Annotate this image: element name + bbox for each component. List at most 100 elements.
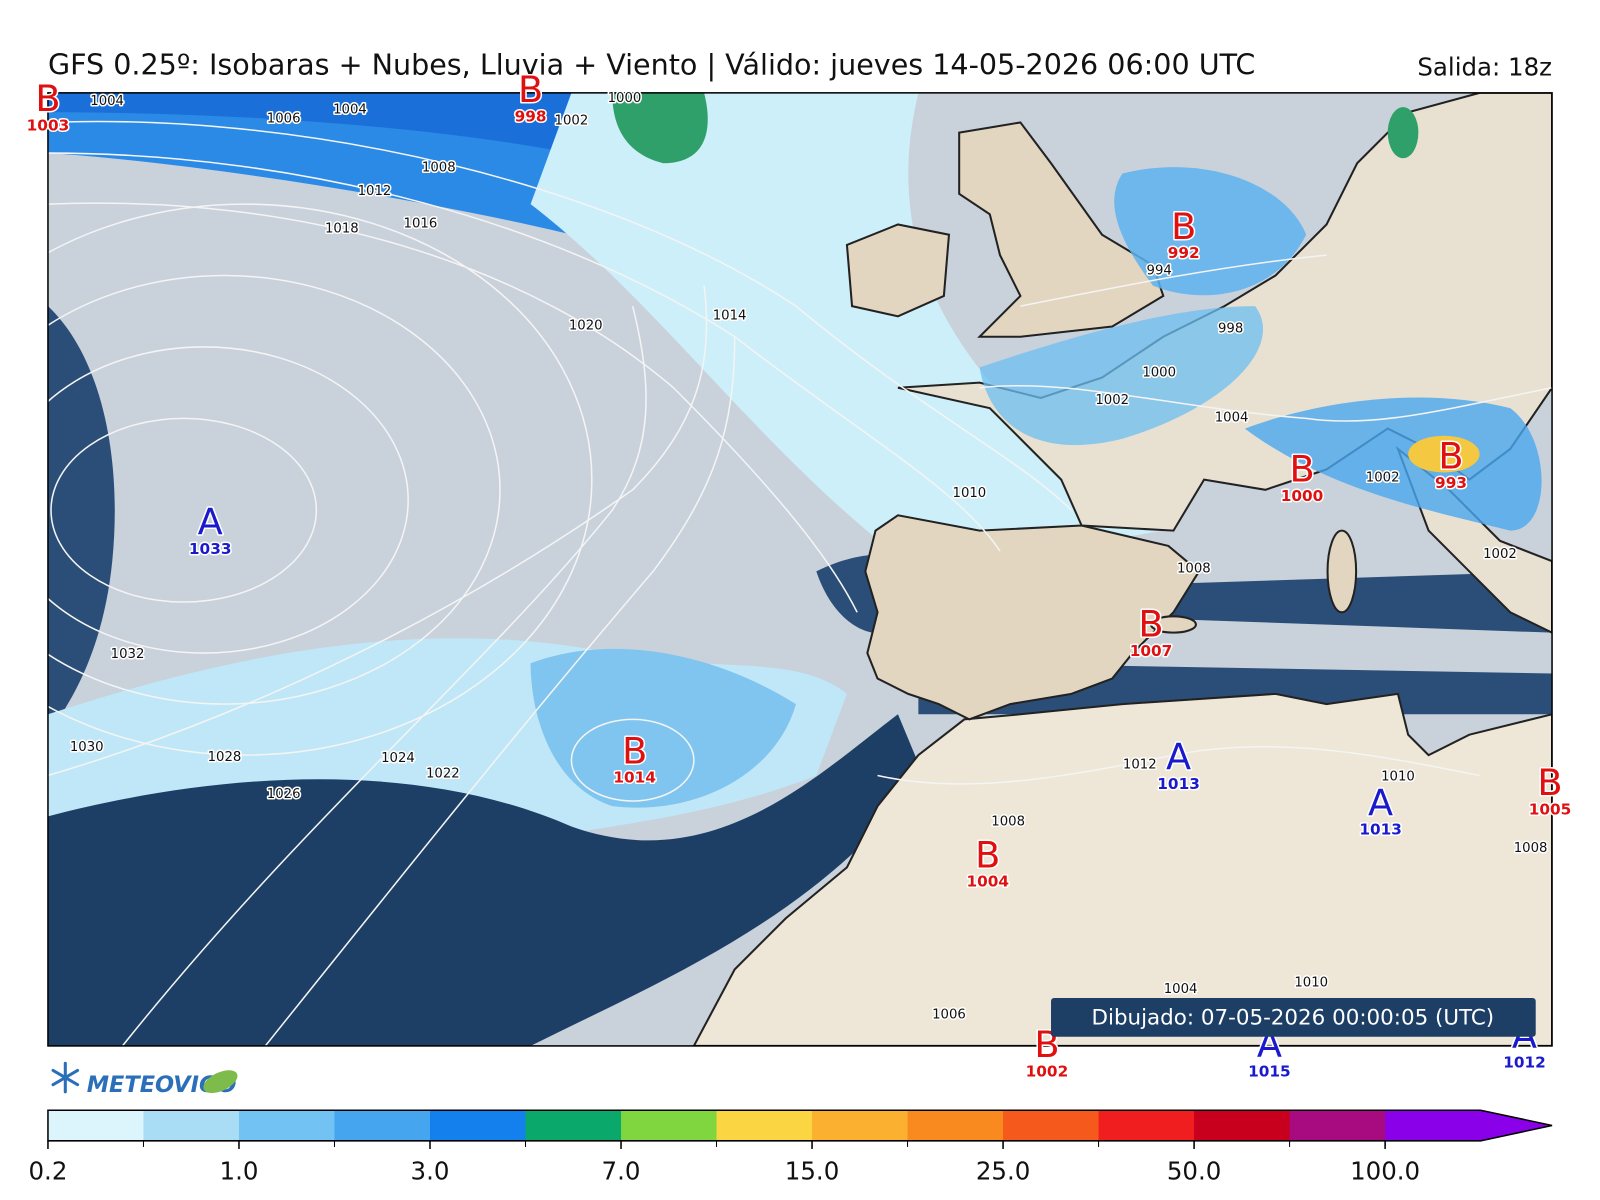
colorbar-swatch [1003,1110,1100,1141]
rain-cell [979,306,1264,446]
cloud-patch [47,306,115,735]
isobar [570,718,695,802]
center-symbol: A [198,501,223,544]
center-value: 992 [1168,244,1200,262]
center-symbol: B [35,77,60,120]
center-symbol: B [518,68,543,111]
isobar-label: 1004 [333,102,367,117]
isobar-label: 1016 [404,217,438,232]
great-britain [958,121,1165,338]
map-frame [47,92,1553,1047]
colorbar-tick-label: 1.0 [220,1157,259,1186]
center-value: 1007 [1130,642,1173,660]
center-symbol: A [1166,735,1191,778]
isobar [979,384,1553,422]
colorbar-tick-label: 0.2 [28,1157,67,1186]
isobar-label: 1028 [208,750,242,765]
colorbar-outline [47,1109,1553,1142]
colorbar-tick-label: 50.0 [1167,1157,1221,1186]
colorbar-tick-label: 25.0 [976,1157,1030,1186]
rain-cell [1387,107,1419,159]
isobar-label: 1004 [1164,982,1198,997]
center-symbol: B [1138,603,1163,646]
isobar-label: 1008 [422,160,456,175]
ireland [845,223,951,318]
colorbar-swatch [1385,1110,1482,1141]
isobar-label: 1002 [555,113,589,128]
center-value: 998 [515,107,547,125]
isobar [47,203,593,756]
colorbar-swatch [812,1110,909,1141]
isobar [47,274,501,705]
title: GFS 0.25º: Isobaras + Nubes, Lluvia + Vi… [48,47,1255,81]
isobar [50,417,318,603]
rain-cell [612,92,708,164]
run-label: Salida: 18z [1417,53,1552,82]
isobar [47,202,858,613]
isobar-label: 1002 [1483,547,1517,562]
isobar-label: 1010 [1381,770,1415,785]
center-value: 1013 [1359,821,1402,839]
center-value: 1002 [1026,1063,1069,1081]
center-value: 1012 [1503,1053,1546,1071]
center-symbol: B [975,833,1000,876]
isobar-label: 1002 [1095,393,1129,408]
isobar-label: 1002 [1366,471,1400,486]
colorbar-swatch [907,1110,1004,1141]
cloud-band [47,714,924,1046]
colorbar-tick-label: 15.0 [785,1157,839,1186]
isobar-label: 1010 [953,486,987,501]
center-symbol: B [1438,434,1463,477]
isobar [1020,254,1327,307]
rain-cell [1244,397,1542,531]
center-symbol: B [1034,1023,1059,1066]
isobar-label: 1030 [70,740,104,755]
isobar-label: 1012 [358,184,392,199]
isobar-label: 998 [1218,322,1243,337]
isobar-label: 1014 [713,308,747,323]
center-value: 1014 [613,769,656,787]
colorbar-swatch [430,1110,527,1141]
center-value: 1000 [1281,487,1324,505]
center-symbol: B [1171,205,1196,248]
isobar-label: 1010 [1294,976,1328,991]
africa [692,692,1553,1046]
isobar-label: 1008 [991,815,1025,830]
logo-snowflake [51,1061,80,1094]
center-symbol: B [1289,448,1314,491]
isobar-label: 1006 [267,111,301,126]
colorbar-tick-label: 100.0 [1350,1157,1420,1186]
colorbar-swatch [525,1110,622,1141]
rain-cell [530,648,796,808]
rain-cell [1408,435,1480,473]
colorbar-swatch [716,1110,813,1141]
balearic-islands [1150,615,1197,634]
isobar [121,305,647,1046]
colorbar-swatch [47,1110,144,1141]
colorbar-swatch [1194,1110,1291,1141]
colorbar-swatch [334,1110,431,1141]
isobar-label: 1006 [932,1007,966,1022]
isobar-label: 1008 [1514,841,1548,856]
isobar-label: 1020 [569,319,603,334]
center-value: 1004 [966,873,1009,891]
center-value: 1013 [1157,775,1200,793]
isobar-label: 1000 [608,91,642,106]
isobar-label: 1004 [1215,410,1249,425]
center-symbol: A [1368,781,1393,824]
isobar-label: 1032 [111,647,145,662]
colorbar-swatch [1098,1110,1195,1141]
center-value: 1003 [27,117,70,135]
isobar [47,285,708,777]
isobars [47,120,1553,1046]
timestamp: Dibujado: 07-05-2026 00:00:05 (UTC) [1092,1005,1495,1030]
isobar-label: 1024 [381,751,415,766]
colorbar-swatch [621,1110,718,1141]
isobar-label: 994 [1147,263,1172,278]
colorbar-swatch [1289,1110,1386,1141]
center-value: 1005 [1529,800,1572,818]
colorbar-swatch [143,1110,240,1141]
map-area [47,92,1553,1046]
isobar-label: 1022 [426,767,460,782]
